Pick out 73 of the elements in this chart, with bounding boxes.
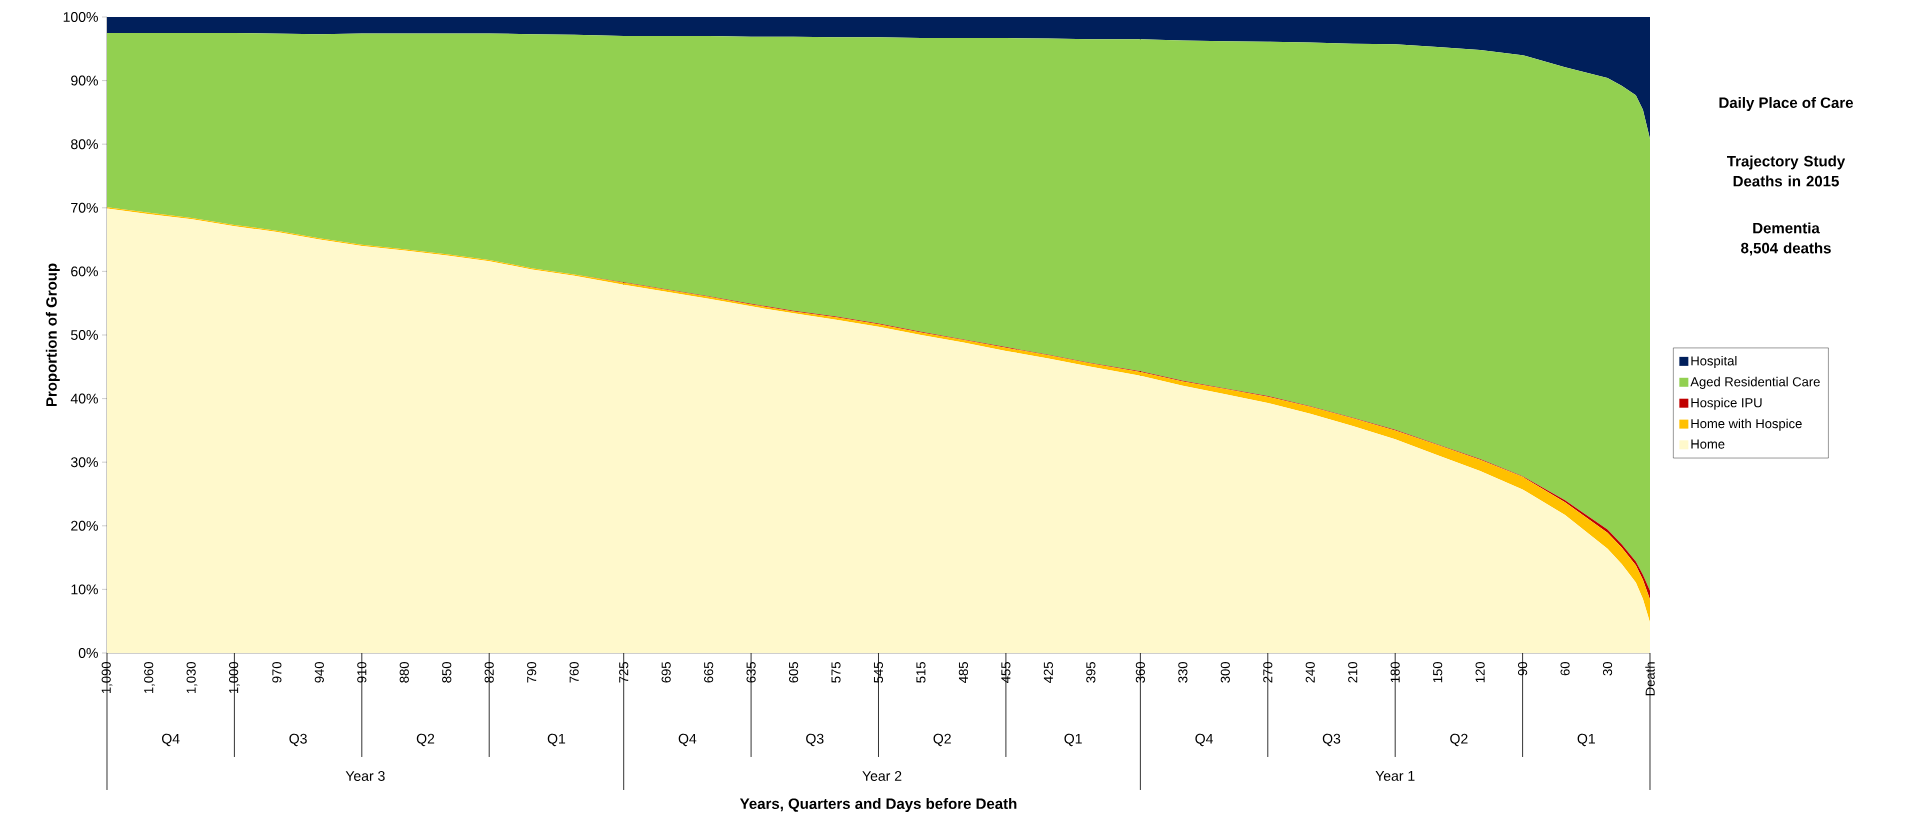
legend-label: Home with Hospice bbox=[1691, 418, 1802, 431]
x-tick-label: 820 bbox=[484, 662, 494, 683]
y-tick-label: 80% bbox=[71, 139, 98, 150]
text: Trajectory Study Deaths in 2015 bbox=[1727, 155, 1846, 187]
x-tick-label: 240 bbox=[1305, 662, 1315, 683]
text: Year 2 bbox=[862, 771, 902, 781]
text: Dementia 8,504 deaths bbox=[1741, 222, 1831, 256]
x-tick-label: 575 bbox=[831, 662, 841, 683]
x-tick-label: 360 bbox=[1135, 662, 1145, 683]
text: Q1 bbox=[1064, 733, 1082, 747]
text: Q1 bbox=[1577, 733, 1595, 747]
x-tick-label: 515 bbox=[916, 662, 926, 683]
legend-label: Hospice IPU bbox=[1691, 397, 1762, 410]
y-tick-label: 60% bbox=[71, 266, 98, 277]
text: Q1 bbox=[547, 733, 566, 747]
text: Q3 bbox=[1322, 733, 1341, 747]
text: Q4 bbox=[678, 733, 697, 747]
x-tick-label: 940 bbox=[314, 662, 324, 683]
x-tick-label: 210 bbox=[1348, 662, 1358, 683]
y-tick-label: 20% bbox=[71, 520, 98, 531]
x-tick-label: 970 bbox=[272, 662, 282, 683]
x-tick-label: 635 bbox=[746, 662, 756, 683]
x-tick-label: 30 bbox=[1602, 662, 1613, 676]
x-tick-label: 395 bbox=[1086, 662, 1096, 683]
x-tick-label: 300 bbox=[1220, 662, 1230, 683]
y-tick-label: 70% bbox=[71, 202, 98, 213]
text: Year 1 bbox=[1375, 771, 1415, 781]
y-tick-label: 40% bbox=[70, 393, 98, 404]
y-axis-title: Proportion of Group bbox=[45, 263, 60, 407]
y-tick-label: 100% bbox=[63, 12, 98, 22]
x-tick-label: 665 bbox=[704, 662, 714, 683]
x-tick-label: 850 bbox=[442, 662, 452, 683]
legend-label: Home bbox=[1691, 439, 1725, 449]
x-tick-label: 1,030 bbox=[186, 662, 198, 694]
x-tick-label: 120 bbox=[1475, 662, 1485, 683]
x-tick-label: 425 bbox=[1043, 662, 1053, 683]
x-tick-label: 270 bbox=[1263, 662, 1273, 683]
text: Q3 bbox=[806, 733, 824, 747]
legend-label: Hospital bbox=[1691, 355, 1737, 369]
x-tick-label: 330 bbox=[1178, 662, 1188, 683]
text: Q2 bbox=[416, 733, 435, 747]
y-tick-label: 90% bbox=[71, 75, 98, 86]
text: Q3 bbox=[289, 733, 307, 747]
x-tick-label: 1,060 bbox=[144, 662, 155, 694]
x-tick-label: 485 bbox=[958, 662, 969, 683]
text: Q4 bbox=[162, 733, 180, 747]
x-tick-label: 1,090 bbox=[101, 662, 113, 694]
y-tick-label: 30% bbox=[70, 457, 98, 468]
x-tick-label: 695 bbox=[661, 662, 671, 683]
x-tick-label: 180 bbox=[1390, 662, 1400, 683]
x-tick-label: 605 bbox=[788, 662, 799, 683]
text: Q2 bbox=[1450, 733, 1468, 747]
y-tick-label: 0% bbox=[78, 648, 98, 658]
text: Q2 bbox=[933, 733, 951, 747]
legend-label: Aged Residential Care bbox=[1690, 376, 1820, 389]
x-tick-label: 760 bbox=[569, 662, 579, 683]
text: Year 3 bbox=[345, 771, 385, 781]
y-tick-label: 10% bbox=[71, 584, 98, 595]
x-tick-label: 790 bbox=[527, 662, 537, 683]
x-tick-label: 725 bbox=[619, 662, 629, 683]
x-tick-label: 880 bbox=[399, 662, 409, 683]
x-tick-label: 455 bbox=[1001, 662, 1011, 683]
x-tick-label: 1,000 bbox=[229, 662, 240, 694]
text: Q4 bbox=[1195, 733, 1214, 747]
x-tick-label: 910 bbox=[357, 662, 367, 683]
x-tick-label: 60 bbox=[1560, 662, 1570, 676]
x-tick-label: 150 bbox=[1433, 662, 1443, 683]
x-tick-label: 90 bbox=[1517, 662, 1528, 676]
y-tick-label: 50% bbox=[71, 330, 98, 340]
text: Years, Quarters and Days before Death bbox=[739, 798, 1017, 812]
text: Daily Place of Care bbox=[1719, 96, 1854, 111]
x-tick-label: 545 bbox=[873, 662, 884, 683]
x-tick-label: Death bbox=[1645, 662, 1655, 696]
